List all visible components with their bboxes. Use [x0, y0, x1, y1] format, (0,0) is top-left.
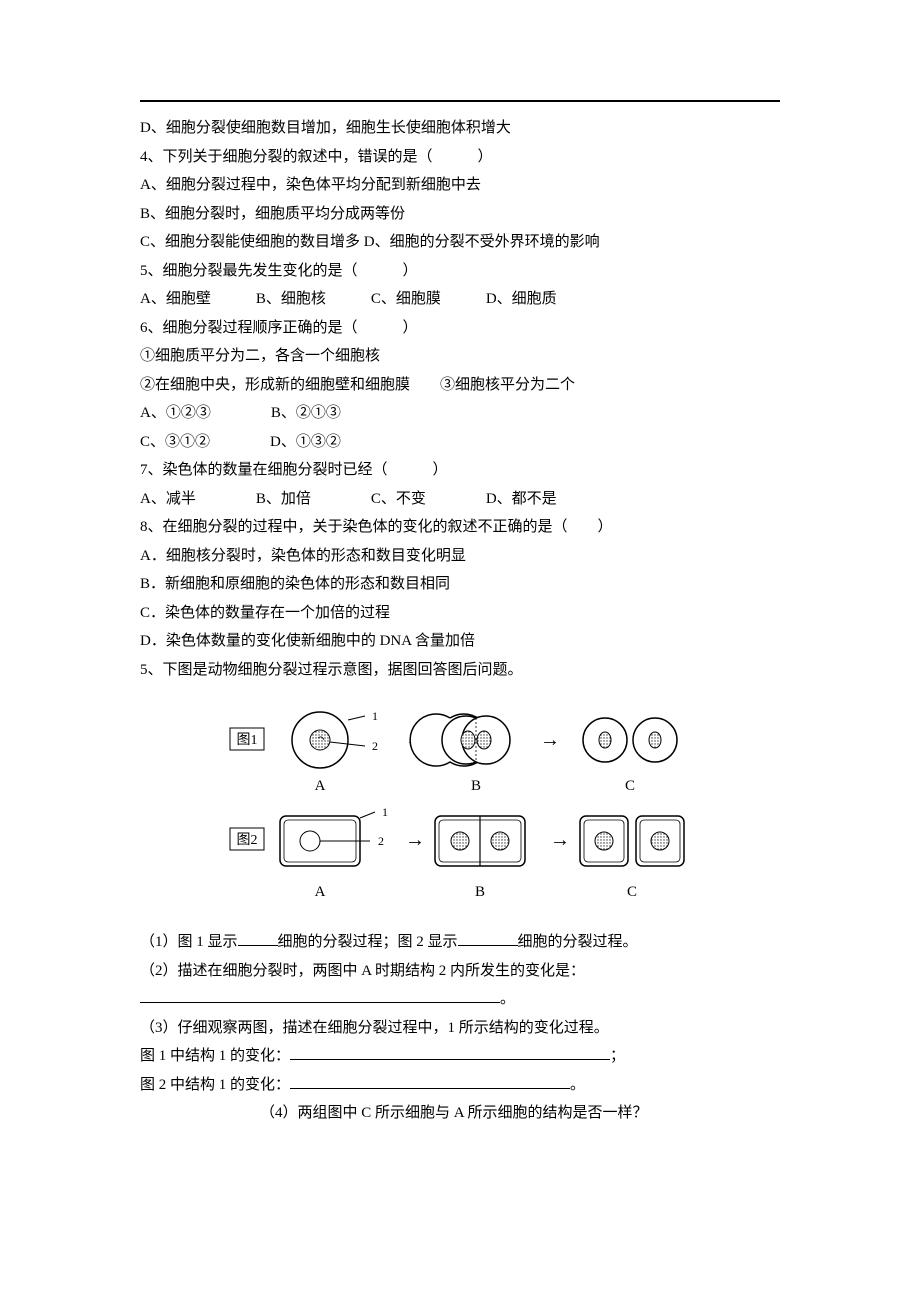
- sub1: （1）图 1 显示 细胞的分裂过程；图 2 显示 细胞的分裂过程。: [140, 928, 780, 957]
- q7-stem: 7、染色体的数量在细胞分裂时已经（ ）: [140, 456, 780, 485]
- q4-b: B、细胞分裂时，细胞质平均分成两等份: [140, 200, 780, 229]
- sub2-blank-line: 。: [140, 985, 780, 1014]
- fig2-panel-b: [435, 816, 525, 866]
- q6-ab: A、①②③ B、②①③: [140, 399, 780, 428]
- fig2-panel-a: 1 2: [280, 805, 388, 866]
- q8-a: A．细胞核分裂时，染色体的形态和数目变化明显: [140, 542, 780, 571]
- sub4: （4）两组图中 C 所示细胞与 A 所示细胞的结构是否一样？: [140, 1099, 780, 1128]
- cap-c: C: [625, 778, 635, 794]
- period2: 。: [570, 1077, 585, 1093]
- blank-field[interactable]: [290, 1072, 570, 1089]
- arrow-icon: →: [405, 829, 425, 851]
- sub3a-lead: 图 1 中结构 1 的变化：: [140, 1048, 290, 1064]
- q5-stem: 5、细胞分裂最先发生变化的是（ ）: [140, 257, 780, 286]
- fig2-panel-c: [580, 816, 684, 866]
- cell-division-diagram: 图1 1 2 → → A B C 图2 1: [210, 698, 710, 918]
- leader-1: 1: [372, 709, 378, 723]
- fig1-panel-c: [583, 718, 677, 762]
- sub1-a: （1）图 1 显示: [140, 934, 238, 950]
- blank-field[interactable]: [290, 1044, 610, 1061]
- figure-intro: 5、下图是动物细胞分裂过程示意图，据图回答图后问题。: [140, 656, 780, 685]
- leader-1b: 1: [382, 805, 388, 819]
- arrow-icon: →: [540, 729, 560, 751]
- q8-d: D．染色体数量的变化使新细胞中的 DNA 含量加倍: [140, 627, 780, 656]
- cap-a2: A: [315, 884, 326, 900]
- q6-stem: 6、细胞分裂过程顺序正确的是（ ）: [140, 314, 780, 343]
- blank-field[interactable]: [238, 930, 278, 947]
- fig1-panel-a: 1 2: [292, 709, 378, 768]
- arrow-icon: →: [550, 829, 570, 851]
- cap-a: A: [315, 778, 326, 794]
- sub1-c: 细胞的分裂过程。: [518, 934, 638, 950]
- cap-b: B: [471, 778, 481, 794]
- sub2: （2）描述在细胞分裂时，两图中 A 时期结构 2 内所发生的变化是：: [140, 957, 780, 986]
- q8-c: C．染色体的数量存在一个加倍的过程: [140, 599, 780, 628]
- q7-opts: A、减半 B、加倍 C、不变 D、都不是: [140, 485, 780, 514]
- sub3b-lead: 图 2 中结构 1 的变化：: [140, 1077, 290, 1093]
- q6-2: ②在细胞中央，形成新的细胞壁和细胞膜 ③细胞核平分为二个: [140, 371, 780, 400]
- fig1-panel-b: [410, 714, 510, 766]
- sub3: （3）仔细观察两图，描述在细胞分裂过程中，1 所示结构的变化过程。: [140, 1014, 780, 1043]
- blank-field[interactable]: [458, 930, 518, 947]
- q8-stem: 8、在细胞分裂的过程中，关于染色体的变化的叙述不正确的是（ ）: [140, 513, 780, 542]
- sub1-b: 细胞的分裂过程；图 2 显示: [278, 934, 458, 950]
- q8-b: B．新细胞和原细胞的染色体的形态和数目相同: [140, 570, 780, 599]
- q6-cd: C、③①② D、①③②: [140, 428, 780, 457]
- semicolon: ；: [610, 1048, 625, 1064]
- q4-cd: C、细胞分裂能使细胞的数目增多 D、细胞的分裂不受外界环境的影响: [140, 228, 780, 257]
- cap-c2: C: [627, 884, 637, 900]
- top-rule: [140, 100, 780, 102]
- q4-stem: 4、下列关于细胞分裂的叙述中，错误的是（ ）: [140, 143, 780, 172]
- leader-2b: 2: [378, 834, 384, 848]
- q6-1: ①细胞质平分为二，各含一个细胞核: [140, 342, 780, 371]
- fig2-label: 图2: [237, 833, 258, 848]
- opt-d-prev: D、细胞分裂使细胞数目增加，细胞生长使细胞体积增大: [140, 114, 780, 143]
- cap-b2: B: [475, 884, 485, 900]
- sub3a: 图 1 中结构 1 的变化： ；: [140, 1042, 780, 1071]
- sub3b: 图 2 中结构 1 的变化： 。: [140, 1071, 780, 1100]
- q4-a: A、细胞分裂过程中，染色体平均分配到新细胞中去: [140, 171, 780, 200]
- leader-2: 2: [372, 739, 378, 753]
- fig1-label: 图1: [237, 733, 258, 748]
- q5-opts: A、细胞壁 B、细胞核 C、细胞膜 D、细胞质: [140, 285, 780, 314]
- period: 。: [500, 991, 515, 1007]
- blank-field[interactable]: [140, 987, 500, 1004]
